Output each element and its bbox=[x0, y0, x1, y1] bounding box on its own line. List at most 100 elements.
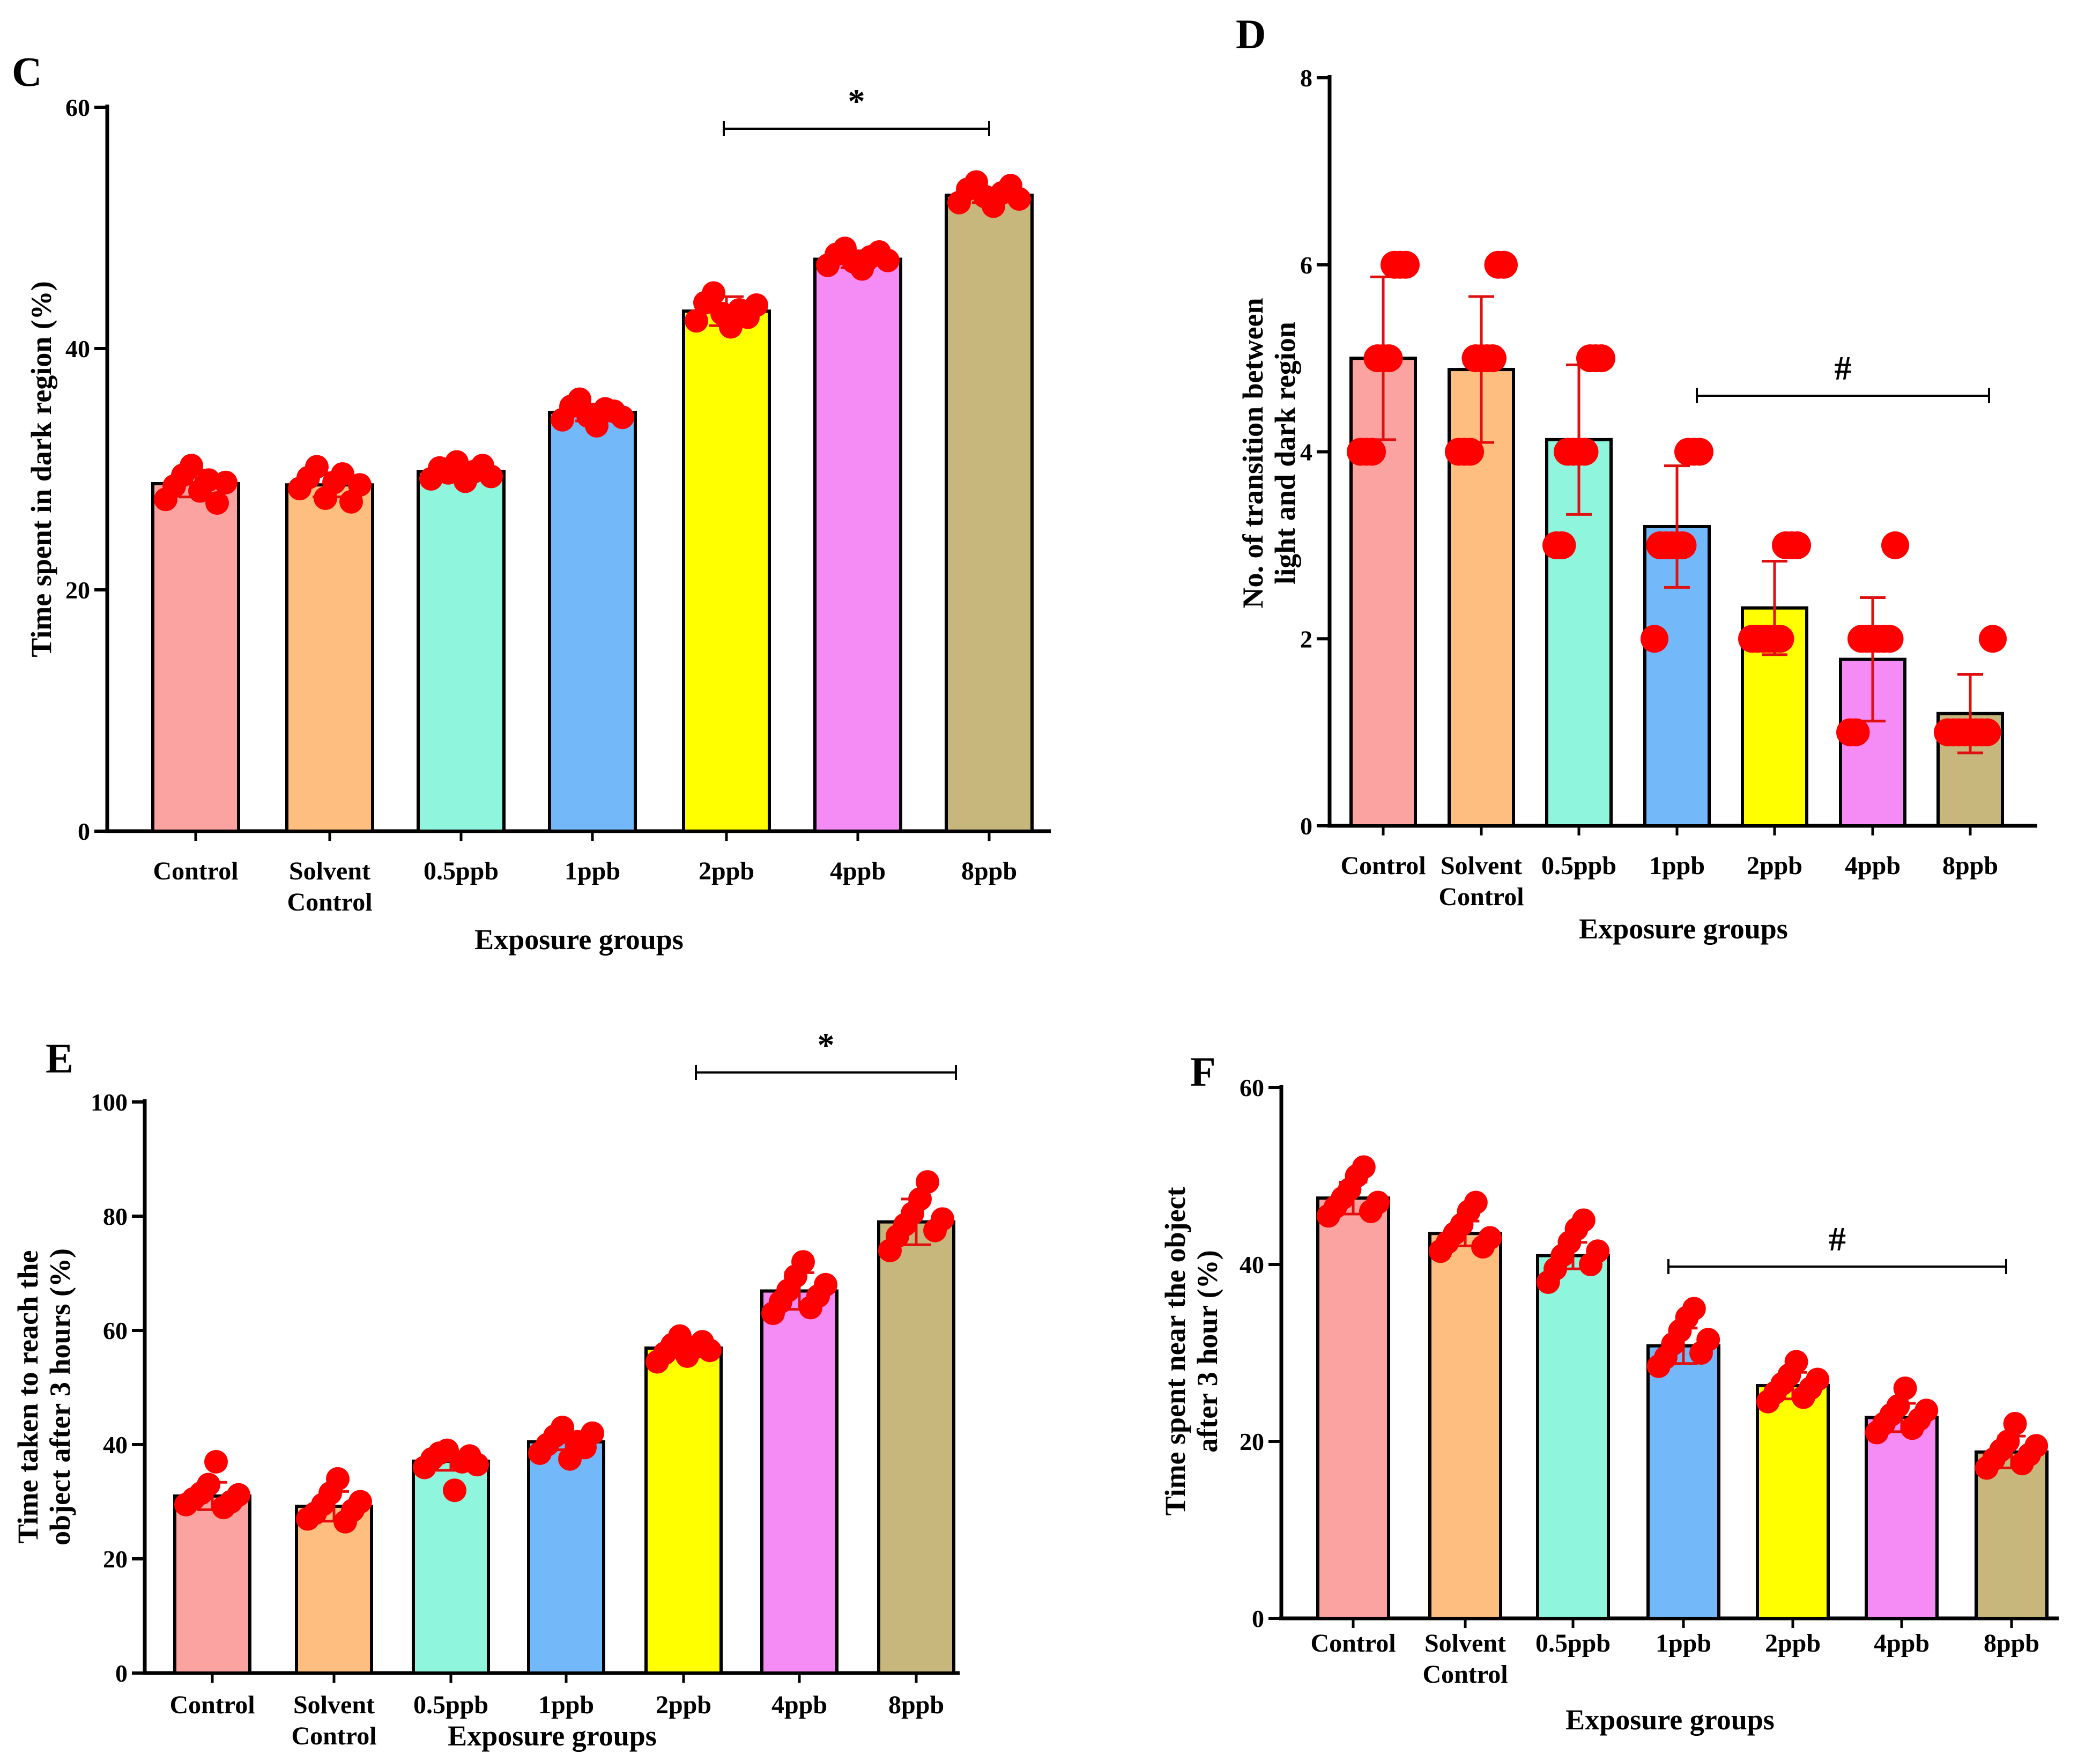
panel-letter: D bbox=[1236, 11, 1266, 57]
category-label-line: 1ppb bbox=[1649, 852, 1705, 880]
data-point bbox=[698, 1338, 722, 1363]
bar bbox=[285, 483, 374, 833]
data-point bbox=[1784, 1350, 1808, 1374]
category-label: 0.5ppb bbox=[424, 857, 499, 885]
y-tick-label: 60 bbox=[103, 1317, 128, 1344]
bar bbox=[682, 309, 771, 833]
data-point bbox=[685, 309, 708, 333]
category-label: Solvent Control bbox=[291, 1691, 376, 1750]
data-point bbox=[197, 1473, 220, 1497]
category-label-line: 8ppb bbox=[1984, 1629, 2039, 1658]
category-label-line: 2ppb bbox=[656, 1691, 711, 1719]
category-label-line: 8ppb bbox=[888, 1691, 944, 1719]
y-tick-label: 0 bbox=[1252, 1605, 1264, 1632]
data-point bbox=[1696, 1328, 1720, 1352]
data-point bbox=[1766, 625, 1794, 653]
category-label: Solvent Control bbox=[1422, 1629, 1508, 1689]
category-label-line: Solvent bbox=[293, 1691, 375, 1719]
y-axis-title-line: No. of transition between bbox=[1237, 298, 1269, 609]
category-label: Solvent Control bbox=[287, 857, 372, 916]
data-point bbox=[702, 281, 725, 305]
category-label: Control bbox=[1310, 1629, 1396, 1658]
data-point bbox=[1456, 438, 1484, 466]
category-label-line: 8ppb bbox=[1942, 852, 1998, 880]
data-point bbox=[479, 464, 503, 489]
error-bar bbox=[1860, 596, 1886, 723]
bar bbox=[877, 1220, 955, 1675]
category-label: 1ppb bbox=[538, 1691, 594, 1719]
data-point bbox=[551, 1416, 574, 1440]
data-point bbox=[1375, 344, 1403, 373]
data-point bbox=[227, 1483, 250, 1507]
y-tick-label: 0 bbox=[1300, 812, 1312, 840]
category-label: 1ppb bbox=[1649, 852, 1705, 880]
y-axis-title-line: Time spent near the object bbox=[1159, 1187, 1191, 1516]
category-label: 2ppb bbox=[656, 1691, 711, 1719]
y-axis-title-line: Time spent in dark region (%) bbox=[25, 281, 57, 657]
category-label-line: 4ppb bbox=[1845, 852, 1901, 880]
category-label-line: 0.5ppb bbox=[1541, 852, 1616, 880]
x-axis-title: Exposure groups bbox=[1579, 913, 1788, 945]
category-label-line: Control bbox=[291, 1722, 376, 1750]
category-label: 8ppb bbox=[1942, 852, 1998, 880]
data-point bbox=[1352, 1155, 1376, 1179]
data-point bbox=[180, 454, 203, 478]
y-tick-label: 6 bbox=[1300, 251, 1312, 279]
category-label: 2ppb bbox=[699, 857, 754, 885]
category-label: Control bbox=[1340, 852, 1426, 880]
y-tick-label: 40 bbox=[103, 1431, 128, 1459]
data-point bbox=[1886, 1394, 1910, 1418]
data-point bbox=[1979, 625, 2007, 653]
y-tick-label: 20 bbox=[1240, 1428, 1264, 1455]
significance-bracket: * bbox=[695, 1026, 957, 1080]
x-axis-title: Exposure groups bbox=[1565, 1704, 1775, 1736]
category-label-line: 0.5ppb bbox=[424, 857, 499, 885]
y-tick-label: 0 bbox=[78, 818, 90, 845]
category-label: 8ppb bbox=[961, 857, 1017, 885]
category-label: 1ppb bbox=[565, 857, 620, 885]
bar bbox=[1975, 1450, 2049, 1621]
data-point bbox=[745, 293, 768, 317]
y-tick-label: 20 bbox=[103, 1545, 128, 1573]
data-point bbox=[1881, 531, 1909, 559]
y-axis-title: Time spent near the objectafter 3 hour (… bbox=[1159, 1187, 1223, 1516]
data-point bbox=[1973, 718, 2001, 746]
data-point bbox=[581, 1421, 604, 1445]
data-point bbox=[1806, 1367, 1830, 1392]
category-label-line: Solvent bbox=[1441, 852, 1522, 880]
category-label: 0.5ppb bbox=[1535, 1629, 1611, 1658]
data-point bbox=[1478, 1226, 1502, 1250]
data-point bbox=[331, 462, 354, 486]
y-tick-label: 8 bbox=[1300, 64, 1312, 92]
y-tick-label: 0 bbox=[115, 1660, 128, 1687]
category-label-line: Control bbox=[287, 888, 372, 916]
significance-bracket: # bbox=[1667, 1220, 2007, 1274]
category-label: 4ppb bbox=[1874, 1629, 1930, 1658]
y-tick-label: 40 bbox=[65, 335, 90, 362]
data-point bbox=[1783, 531, 1811, 559]
category-label-line: 1ppb bbox=[1656, 1629, 1711, 1658]
data-point bbox=[2003, 1412, 2027, 1436]
significance-bracket: # bbox=[1696, 349, 1990, 403]
data-point bbox=[1915, 1399, 1939, 1423]
category-label: 2ppb bbox=[1747, 852, 1802, 880]
category-label-line: Solvent bbox=[289, 857, 370, 885]
category-label-line: 0.5ppb bbox=[1535, 1629, 1611, 1658]
y-tick-label: 80 bbox=[103, 1203, 128, 1230]
category-label-line: Control bbox=[1438, 883, 1524, 911]
y-tick-label: 2 bbox=[1300, 625, 1312, 653]
bar bbox=[1316, 1196, 1390, 1620]
data-point bbox=[348, 473, 372, 497]
data-point bbox=[1586, 1239, 1610, 1263]
y-axis-title: Time taken to reach theobject after 3 ho… bbox=[12, 1248, 76, 1545]
bar bbox=[644, 1346, 723, 1675]
category-label: 4ppb bbox=[1845, 852, 1901, 880]
data-point bbox=[1996, 1430, 2020, 1453]
category-label-line: Control bbox=[1310, 1629, 1396, 1658]
data-point bbox=[931, 1207, 954, 1231]
category-label: Control bbox=[153, 857, 238, 885]
category-label: Control bbox=[169, 1691, 255, 1719]
bar bbox=[295, 1505, 373, 1675]
panel-e: E 0 20 40 60 80 100 Control Solvent Control 0.5ppb… bbox=[12, 1026, 960, 1752]
